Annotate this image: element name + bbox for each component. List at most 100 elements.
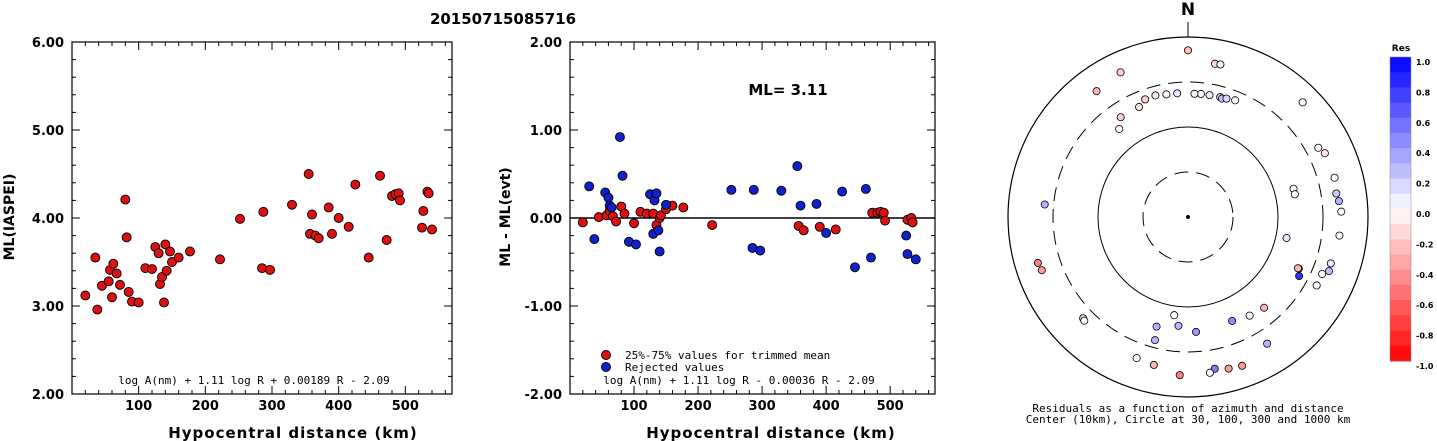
colorbar-cell (1390, 315, 1411, 332)
magnitude-point (323, 202, 334, 213)
magnitude-point (120, 194, 131, 205)
magnitude-point (121, 232, 132, 243)
rejected-point (901, 230, 912, 241)
station-residual-point (1298, 98, 1307, 107)
colorbar-cell (1390, 193, 1411, 210)
magnitude-point (161, 265, 172, 276)
rejected-point (866, 252, 876, 263)
station-residual-point (1115, 124, 1124, 133)
rejected-point (776, 185, 787, 196)
station-residual-point (1290, 190, 1299, 199)
panel2-y-tick-label: 1.00 (530, 124, 562, 139)
trimmed-mean-point (678, 202, 689, 213)
station-residual-point (1312, 281, 1321, 290)
trimmed-mean-point (629, 218, 639, 229)
magnitude-point (103, 276, 114, 287)
panel1-axes: 100 200 300 400 500 2.00 3.00 4.00 5.00 6.00 (32, 36, 453, 414)
panel1-x-tick-label: 300 (258, 399, 285, 414)
station-residual-point (1150, 336, 1159, 345)
rejected-point (910, 254, 921, 265)
station-residual-point (1332, 189, 1341, 198)
magnitude-point (90, 252, 101, 263)
panel2-formula: log A(nm) + 1.11 log R - 0.00036 R - 2.0… (603, 374, 875, 387)
magnitude-point (381, 235, 392, 245)
panel1-x-tick-label: 200 (192, 399, 219, 414)
ml-annotation: ML= 3.11 (748, 81, 827, 99)
magnitude-point (185, 246, 195, 257)
panel2-x-tick-label: 200 (684, 399, 711, 414)
colorbar-cell (1390, 345, 1411, 362)
polar-caption-line1: Residuals as a function of azimuth and d… (1032, 402, 1343, 415)
station-residual-point (1162, 90, 1171, 99)
panel1-y-tick-label: 3.00 (32, 300, 64, 315)
panel2-legend: 25%-75% values for trimmed mean Rejected… (601, 349, 830, 374)
magnitude-point (363, 252, 374, 263)
station-residual-point (1293, 264, 1302, 273)
ring-300km (1052, 81, 1324, 353)
magnitude-point (123, 286, 134, 297)
station-residual-point (1149, 360, 1158, 369)
magnitude-point (159, 297, 169, 308)
magnitude-point (350, 179, 361, 190)
station-residual-point (1295, 272, 1304, 281)
panel2-y-axis-label: ML - ML(evt) (498, 167, 514, 266)
magnitude-point (107, 292, 117, 303)
ring-30km (1142, 171, 1234, 263)
magnitude-point (265, 264, 275, 275)
rejected-point (755, 245, 766, 256)
panel2-y-tick-label: 2.00 (530, 36, 562, 51)
colorbar-tick-labels: 1.0 0.8 0.6 0.4 0.2 0.0 -0.2 -0.4 -0.6 -0.8 -1.0 (1416, 58, 1434, 371)
magnitude-point (395, 195, 405, 206)
colorbar-cell (1390, 300, 1411, 316)
colorbar-tick-label: -0.8 (1416, 332, 1434, 341)
colorbar-cell (1390, 209, 1411, 225)
colorbar-tick-label: 0.2 (1416, 180, 1430, 189)
magnitude-point (80, 290, 91, 301)
station-residual-point (1231, 96, 1240, 105)
polar-caption-line2: Center (10km), Circle at 30, 100, 300 an… (1026, 413, 1351, 426)
station-residual-point (1337, 207, 1346, 216)
panel2-y-tick-label: 0.00 (530, 212, 562, 227)
residual-colorbar: Res 1.0 0.8 0.6 0.4 0.2 0.0 -0.2 -0.4 -0.6 -0.8 -1… (1389, 44, 1434, 371)
colorbar-tick-label: -0.4 (1416, 271, 1434, 280)
legend-label-rejected: Rejected values (625, 361, 724, 374)
rejected-point (654, 246, 665, 257)
station-residual-point (1152, 322, 1161, 331)
magnitude-point (147, 264, 157, 274)
epicenter-dot (1186, 215, 1190, 219)
azimuth-residual-panel: N Residuals as a function of azimuth and… (1007, 0, 1369, 426)
station-residual-point (1326, 259, 1335, 268)
north-label: N (1181, 0, 1195, 20)
rejected-point (584, 181, 595, 192)
panel1-x-tick-label: 400 (325, 399, 352, 414)
station-residual-point (1282, 233, 1291, 242)
colorbar-tick-label: 0.0 (1416, 210, 1431, 219)
colorbar-cell (1390, 148, 1411, 164)
rejected-point (589, 234, 600, 245)
panel1-points (80, 169, 437, 315)
magnitude-point (333, 213, 344, 223)
magnitude-point (92, 304, 103, 315)
colorbar-cell (1390, 224, 1411, 240)
station-residual-point (1037, 266, 1046, 275)
rejected-point (653, 225, 664, 236)
panel1-frame (71, 41, 453, 395)
rejected-point (651, 188, 662, 199)
panel2-x-tick-label: 100 (620, 399, 647, 414)
magnitude-point (313, 233, 324, 244)
magnitude-point (165, 246, 175, 257)
magnitude-point (133, 297, 144, 308)
magnitude-point (173, 252, 184, 263)
colorbar-cell (1390, 117, 1411, 134)
colorbar-cell (1390, 254, 1411, 271)
colorbar-cell (1390, 87, 1411, 104)
panel2-x-tick-label: 500 (877, 399, 904, 414)
station-residual-point (1224, 364, 1233, 373)
rejected-point (614, 132, 625, 142)
station-residual-point (1190, 89, 1199, 98)
magnitude-point (258, 206, 269, 217)
colorbar-tick-label: -0.6 (1416, 301, 1434, 310)
panel2-x-axis-label: Hypocentral distance (km) (646, 424, 896, 441)
station-residual-point (1170, 311, 1179, 320)
station-residual-point (1263, 339, 1272, 348)
